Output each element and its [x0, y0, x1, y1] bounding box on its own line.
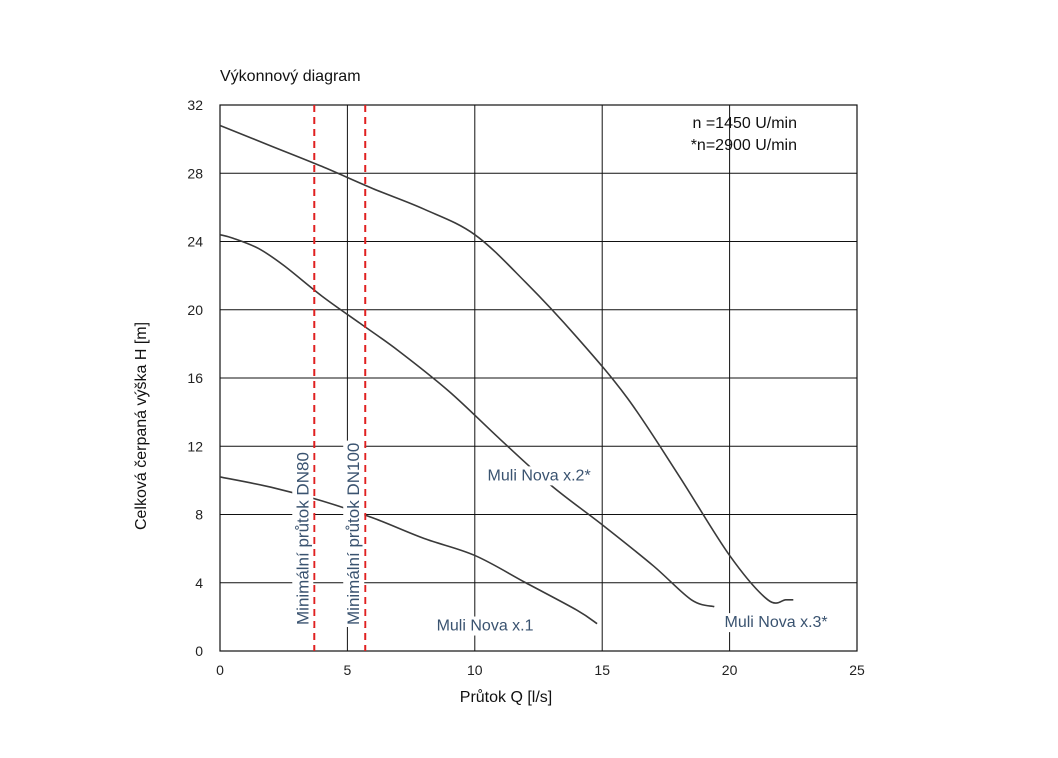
curve-series-3: [219, 124, 794, 604]
y-axis-label: Celková čerpaná výška H [m]: [133, 322, 150, 530]
y-tick-label: 8: [195, 507, 203, 523]
plot-frame: [219, 104, 858, 652]
curves: [219, 124, 794, 625]
curve-label-2: Muli Nova x.2*: [488, 467, 591, 484]
y-tick-label: 0: [195, 643, 203, 659]
y-tick-labels: 0 4 8 12 16 20 24 28 32: [187, 97, 203, 659]
curve-series-2: [219, 233, 715, 608]
y-tick-label: 28: [187, 165, 203, 181]
curve-labels: Muli Nova x.1 Muli Nova x.2* Muli Nova x.3…: [433, 466, 831, 636]
curve-label-backing: [721, 613, 831, 633]
y-tick-label: 16: [187, 370, 203, 386]
x-axis-label: Průtok Q [l/s]: [460, 688, 552, 706]
curve-label-3: Muli Nova x.3*: [725, 614, 828, 631]
y-tick-label: 4: [195, 575, 203, 591]
x-tick-label: 15: [594, 662, 610, 678]
x-tick-label: 20: [722, 662, 738, 678]
x-tick-label: 25: [849, 662, 865, 678]
minimum-flow-lines: Minimální průtok DN80 Minimální průtok DN…: [292, 105, 367, 651]
min-flow-label-2: Minimální průtok DN100: [344, 443, 363, 625]
x-tick-label: 0: [216, 662, 224, 678]
grid: [219, 104, 858, 652]
x-tick-label: 10: [467, 662, 483, 678]
x-tick-label: 5: [344, 662, 352, 678]
curve-label-backing: [484, 466, 594, 486]
y-tick-label: 24: [187, 234, 203, 250]
min-flow-label-1: Minimální průtok DN80: [293, 452, 312, 625]
curve-label-backing: [433, 616, 537, 636]
y-tick-label: 32: [187, 97, 203, 113]
min-flow-label-backing: [343, 440, 365, 627]
speed-note-2: *n=2900 U/min: [691, 137, 797, 154]
y-tick-label: 12: [187, 438, 203, 454]
speed-note-1: n =1450 U/min: [692, 115, 797, 132]
chart-title: Výkonnový diagram: [220, 68, 361, 85]
curve-label-1: Muli Nova x.1: [437, 618, 534, 635]
curve-series-1: [219, 476, 598, 625]
y-tick-label: 20: [187, 302, 203, 318]
x-tick-labels: 0 5 10 15 20 25: [216, 662, 865, 678]
min-flow-label-backing: [292, 450, 314, 627]
